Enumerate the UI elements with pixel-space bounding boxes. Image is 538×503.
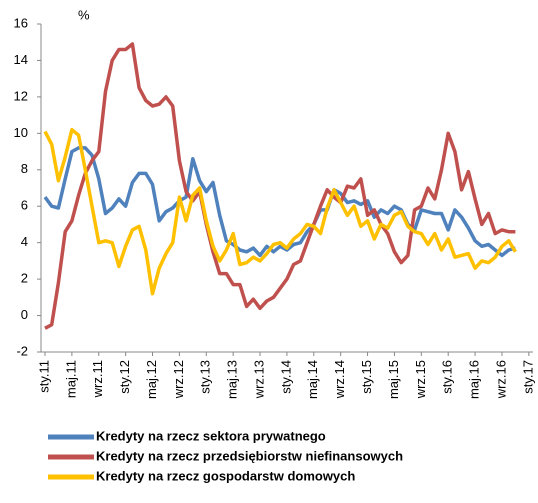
x-tick-label: maj.11	[63, 360, 78, 398]
y-axis-unit: %	[78, 7, 90, 22]
legend-label: Kredyty na rzecz przedsiębiorstw niefina…	[96, 448, 403, 463]
x-tick-label: maj.16	[467, 360, 482, 399]
x-tick-label: sty.11	[36, 360, 51, 393]
x-tick-label: maj.14	[305, 360, 320, 399]
x-tick-label: sty.12	[117, 360, 132, 394]
y-tick-label: 16	[14, 15, 28, 30]
x-tick-label: maj.15	[386, 360, 401, 399]
x-tick-label: wrz.11	[90, 360, 105, 398]
x-tick-label: wrz.13	[251, 360, 266, 399]
y-tick-label: 0	[21, 307, 28, 322]
x-tick-label: sty.14	[278, 360, 293, 394]
x-tick-label: maj.13	[225, 360, 240, 399]
y-tick-label: -2	[16, 343, 28, 358]
x-tick-label: sty.13	[198, 360, 213, 394]
y-tick-label: 10	[14, 125, 28, 140]
series-line	[43, 146, 516, 258]
legend-label: Kredyty na rzecz sektora prywatnego	[96, 428, 326, 443]
x-tick-label: sty.15	[359, 360, 374, 394]
x-tick-label: sty.16	[440, 360, 455, 394]
series-line	[44, 42, 516, 330]
series-line	[43, 127, 517, 296]
x-tick-label: sty.17	[520, 360, 535, 394]
y-tick-label: 6	[21, 198, 28, 213]
x-tick-label: wrz.16	[493, 360, 508, 399]
x-tick-label: maj.12	[144, 360, 159, 399]
y-tick-label: 4	[21, 234, 28, 249]
y-tick-label: 8	[21, 161, 28, 176]
x-tick-label: wrz.15	[413, 360, 428, 399]
x-tick-label: wrz.12	[171, 360, 186, 399]
x-tick-label: wrz.14	[332, 360, 347, 399]
y-tick-label: 12	[14, 88, 28, 103]
legend-label: Kredyty na rzecz gospodarstw domowych	[96, 468, 355, 483]
y-tick-label: 2	[21, 271, 28, 286]
y-tick-label: 14	[14, 52, 28, 67]
